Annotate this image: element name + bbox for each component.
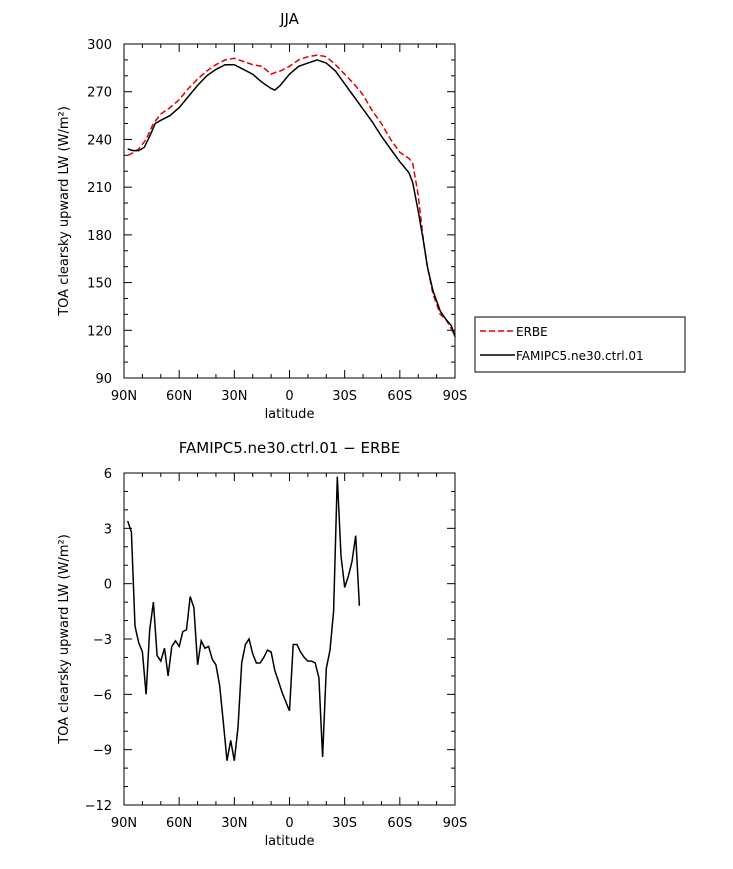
x-tick-label: 60S [387,389,412,404]
plot-frame [123,43,456,379]
y-tick-label: 300 [87,38,112,53]
x-tick-label: 30N [221,816,247,831]
y-tick-label: 3 [104,522,112,537]
y-tick-label: 120 [87,324,112,339]
series-line-erbe [127,54,456,337]
x-tick-label: 0 [285,816,293,831]
y-tick-label: 90 [95,372,112,387]
series-line-famipc5-ne30-ctrl-01 [127,59,456,337]
y-axis-label: TOA clearsky upward LW (W/m²) [57,534,72,745]
x-tick-label: 60N [166,389,192,404]
x-axis-label: latitude [265,834,315,849]
x-tick-label: 60S [387,816,412,831]
x-tick-label: 90S [443,389,468,404]
y-tick-label: −6 [93,688,112,703]
y-tick-label: −3 [93,633,112,648]
legend-entry: ERBE [516,325,548,339]
y-tick-label: 210 [87,181,112,196]
y-tick-label: 0 [104,578,112,593]
top-chart-panel: 90 120 150 180 210 240 270 300 90N 60N 30N 0 30S 60S 9… [57,10,686,422]
y-tick-label: −12 [85,799,112,814]
chart-title: JJA [279,10,300,28]
x-tick-label: 0 [285,389,293,404]
bottom-chart-panel: −12 −9 −6 −3 0 3 6 90N 60N 30N 0 30S 60S 90S FAMIPC5.n… [57,439,467,849]
legend-box [474,316,686,373]
legend: ERBE FAMIPC5.ne30.ctrl.01 [474,316,686,373]
y-axis-label: TOA clearsky upward LW (W/m²) [57,106,72,317]
x-tick-label: 60N [166,816,192,831]
y-tick-label: 6 [104,467,112,482]
y-tick-label: 240 [87,133,112,148]
x-tick-label: 90N [111,389,137,404]
y-tick-label: 150 [87,277,112,292]
x-axis-label: latitude [265,407,315,422]
x-tick-label: 30S [332,816,357,831]
series-line-0 [126,476,361,761]
plot-frame [123,472,456,806]
y-tick-label: 270 [87,86,112,101]
x-tick-label: 90N [111,816,137,831]
x-tick-label: 90S [443,816,468,831]
x-tick-label: 30S [332,389,357,404]
x-tick-label: 30N [221,389,247,404]
chart-title: FAMIPC5.ne30.ctrl.01 − ERBE [179,439,400,457]
legend-entry: FAMIPC5.ne30.ctrl.01 [516,349,644,363]
y-tick-label: 180 [87,229,112,244]
y-tick-label: −9 [93,744,112,759]
